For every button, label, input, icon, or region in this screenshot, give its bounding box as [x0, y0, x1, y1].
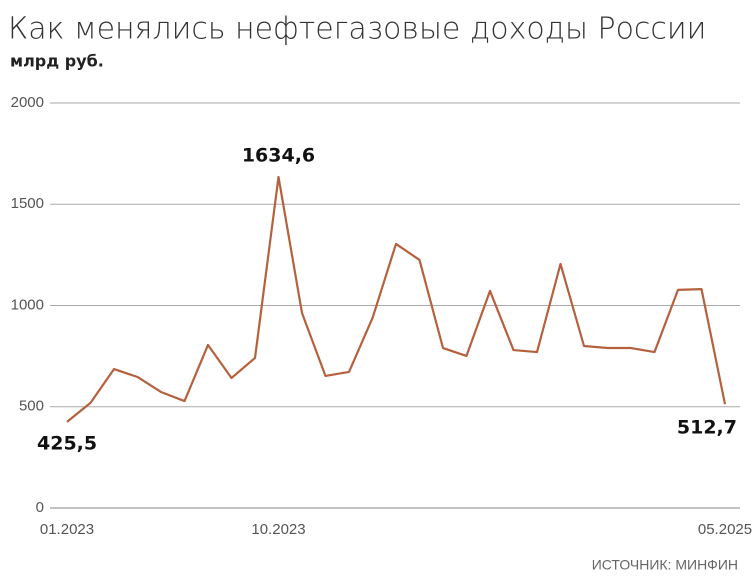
data-line [66, 175, 727, 423]
data-label: 1634,6 [242, 144, 315, 166]
x-tick-label: 05.2025 [698, 521, 752, 538]
x-tick-label: 01.2023 [40, 521, 94, 538]
y-tick-label: 0 [36, 499, 44, 516]
chart-title: Как менялись нефтегазовые доходы России [8, 12, 706, 47]
y-tick-label: 1500 [11, 195, 44, 212]
y-tick-label: 500 [19, 398, 44, 415]
chart-subtitle: млрд руб. [10, 52, 104, 71]
data-label: 425,5 [37, 432, 97, 454]
data-label: 512,7 [677, 417, 737, 439]
y-tick-label: 2000 [11, 94, 44, 111]
x-tick-label: 10.2023 [251, 521, 305, 538]
source-note: ИСТОЧНИК: МИНФИН [592, 557, 738, 573]
y-tick-label: 1000 [11, 296, 44, 313]
